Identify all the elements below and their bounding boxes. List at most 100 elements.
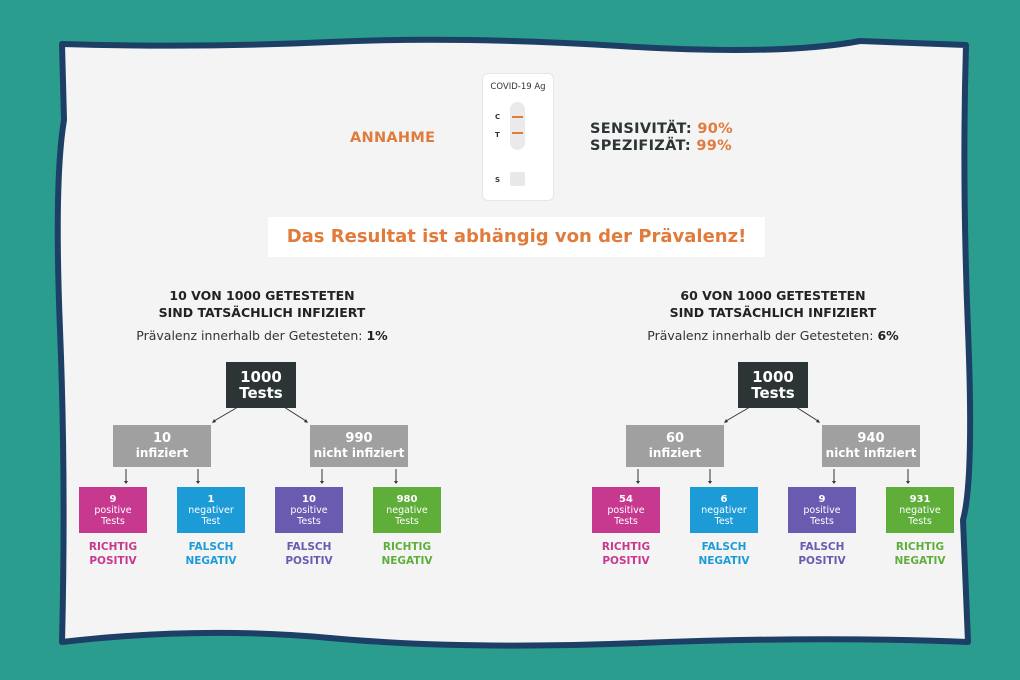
infected-label: infiziert <box>648 446 702 460</box>
prevalence-text: Prävalenz innerhalb der Getesteten: <box>647 328 874 343</box>
category-true-negative-left: RICHTIG NEGATIV <box>367 540 447 568</box>
leaf-count: 9 <box>818 493 826 505</box>
root-count: 1000 <box>240 368 282 386</box>
specificity-row: SPEZIFIZÄT: 99% <box>590 138 732 154</box>
test-line <box>512 132 523 134</box>
leaf-false-negative-right: 6 negativer Test <box>690 487 758 533</box>
sensitivity-value: 90% <box>697 121 733 137</box>
leaf-count: 6 <box>720 493 728 505</box>
root-box-left: 1000 Tests <box>226 362 296 408</box>
not-infected-count: 990 <box>345 431 373 446</box>
root-label: Tests <box>751 384 795 402</box>
prevalence-banner: Das Resultat ist abhängig von der Präval… <box>268 217 765 257</box>
prevalence-value: 1% <box>366 328 388 343</box>
leaf-label: positive <box>803 504 841 516</box>
category-line: FALSCH <box>799 541 845 553</box>
leaf-label: negativer <box>188 504 234 516</box>
infected-count: 60 <box>665 431 685 446</box>
leaf-count: 931 <box>909 493 931 505</box>
leaf-label: Tests <box>395 515 419 527</box>
panel-title-line2: SIND TATSÄCHLICH INFIZIERT <box>158 305 366 320</box>
test-device-illustration: COVID-19 Ag C T S <box>482 73 554 201</box>
category-line: RICHTIG <box>601 541 651 553</box>
leaf-label: Test <box>201 515 221 527</box>
result-window <box>510 102 525 150</box>
infected-count: 10 <box>152 431 172 446</box>
panel-title-line2: SIND TATSÄCHLICH INFIZIERT <box>669 305 877 320</box>
not-infected-count: 940 <box>857 431 885 446</box>
leaf-label: positive <box>607 504 645 516</box>
root-box-right: 1000 Tests <box>738 362 808 408</box>
category-false-positive-right: FALSCH POSITIV <box>782 540 862 568</box>
category-line: POSITIV <box>798 555 846 567</box>
prevalence-value: 6% <box>877 328 899 343</box>
category-line: NEGATIV <box>698 555 750 567</box>
category-true-positive-right: RICHTIG POSITIV <box>586 540 666 568</box>
device-label: COVID-19 Ag <box>490 82 546 92</box>
root-label: Tests <box>239 384 283 402</box>
specificity-value: 99% <box>696 138 732 154</box>
category-false-negative-left: FALSCH NEGATIV <box>171 540 251 568</box>
leaf-label: Tests <box>810 515 834 527</box>
category-false-negative-right: FALSCH NEGATIV <box>684 540 764 568</box>
category-line: POSITIV <box>285 555 333 567</box>
prevalence-text: Prävalenz innerhalb der Getesteten: <box>136 328 363 343</box>
leaf-false-positive-right: 9 positive Tests <box>788 487 856 533</box>
panel-title-line1: 60 VON 1000 GETESTETEN <box>680 288 866 303</box>
category-line: POSITIV <box>602 555 650 567</box>
leaf-true-positive-right: 54 positive Tests <box>592 487 660 533</box>
connectors-left <box>125 406 397 482</box>
leaf-false-negative-left: 1 negativer Test <box>177 487 245 533</box>
category-line: RICHTIG <box>88 541 138 553</box>
infected-box-right: 60 infiziert <box>626 425 724 467</box>
infected-box-left: 10 infiziert <box>113 425 211 467</box>
leaf-label: Tests <box>101 515 125 527</box>
category-line: FALSCH <box>188 541 234 553</box>
leaf-count: 10 <box>302 493 316 505</box>
leaf-label: Tests <box>297 515 321 527</box>
not-infected-label: nicht infiziert <box>825 446 917 460</box>
category-line: POSITIV <box>89 555 137 567</box>
leaf-false-positive-left: 10 positive Tests <box>275 487 343 533</box>
leaf-true-negative-left: 980 negative Tests <box>373 487 441 533</box>
category-line: NEGATIV <box>894 555 946 567</box>
sensitivity-label: SENSIVITÄT: <box>590 121 692 137</box>
sample-well <box>510 172 525 186</box>
leaf-label: negative <box>386 504 428 516</box>
category-line: NEGATIV <box>185 555 237 567</box>
prevalence-line-left: Prävalenz innerhalb der Getesteten: 1% <box>62 328 462 343</box>
leaf-label: Tests <box>908 515 932 527</box>
leaf-true-negative-right: 931 negative Tests <box>886 487 954 533</box>
category-true-negative-right: RICHTIG NEGATIV <box>880 540 960 568</box>
device-mark-c: C <box>495 113 501 121</box>
infected-label: infiziert <box>135 446 189 460</box>
leaf-label: positive <box>290 504 328 516</box>
control-line <box>512 116 523 118</box>
leaf-label: Tests <box>614 515 638 527</box>
specificity-label: SPEZIFIZÄT: <box>590 138 691 154</box>
not-infected-box-left: 990 nicht infiziert <box>310 425 408 467</box>
root-count: 1000 <box>752 368 794 386</box>
device-mark-t: T <box>495 131 500 139</box>
category-line: NEGATIV <box>381 555 433 567</box>
category-line: FALSCH <box>286 541 332 553</box>
leaf-label: Test <box>714 515 734 527</box>
leaf-count: 54 <box>619 493 633 505</box>
device-mark-s: S <box>495 176 501 184</box>
leaf-true-positive-left: 9 positive Tests <box>79 487 147 533</box>
leaf-count: 9 <box>109 493 117 505</box>
assumption-label: ANNAHME <box>350 130 436 146</box>
leaf-count: 1 <box>207 493 215 505</box>
panel-title-right: 60 VON 1000 GETESTETEN SIND TATSÄCHLICH … <box>623 287 923 321</box>
prevalence-line-right: Prävalenz innerhalb der Getesteten: 6% <box>573 328 973 343</box>
not-infected-label: nicht infiziert <box>313 446 405 460</box>
leaf-label: positive <box>94 504 132 516</box>
connectors-right <box>637 406 909 482</box>
panel-title-left: 10 VON 1000 GETESTETEN SIND TATSÄCHLICH … <box>112 287 412 321</box>
category-true-positive-left: RICHTIG POSITIV <box>73 540 153 568</box>
leaf-count: 980 <box>396 493 418 505</box>
arrowheads <box>124 419 910 484</box>
category-line: FALSCH <box>701 541 747 553</box>
panel-title-line1: 10 VON 1000 GETESTETEN <box>169 288 355 303</box>
category-false-positive-left: FALSCH POSITIV <box>269 540 349 568</box>
